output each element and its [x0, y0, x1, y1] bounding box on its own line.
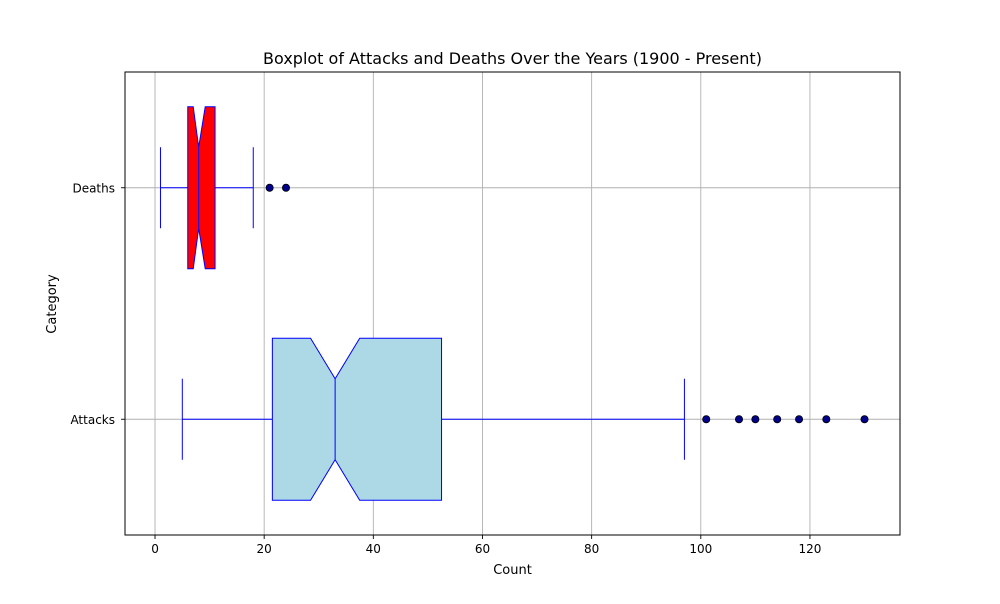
attacks-outlier-point: [734, 415, 743, 424]
deaths-box: [187, 106, 216, 270]
attacks-outlier-point: [822, 415, 831, 424]
attacks-box: [271, 337, 443, 501]
attacks-outlier-point: [795, 415, 804, 424]
x-tick-label: 40: [366, 542, 381, 556]
attacks-outlier-point: [702, 415, 711, 424]
x-tick-label: 100: [689, 542, 712, 556]
x-tick-label: 60: [475, 542, 490, 556]
deaths-outlier-point: [265, 183, 274, 192]
y-tick-label: Attacks: [70, 413, 115, 427]
y-axis-label: Category: [45, 274, 60, 334]
x-tick-label: 80: [584, 542, 599, 556]
attacks-outlier-point: [751, 415, 760, 424]
attacks-outlier-point: [860, 415, 869, 424]
x-axis-label: Count: [493, 563, 532, 578]
y-tick-label: Deaths: [72, 181, 115, 195]
x-tick-label: 120: [798, 542, 821, 556]
marks-layer: [159, 106, 869, 501]
grid-layer: [125, 72, 900, 535]
x-tick-label: 20: [257, 542, 272, 556]
x-tick-label: 0: [151, 542, 159, 556]
chart-title: Boxplot of Attacks and Deaths Over the Y…: [263, 49, 762, 68]
axes-layer: 0 20 40 60 80 100 120 Attacks Deaths: [70, 71, 901, 556]
deaths-outlier-point: [282, 183, 291, 192]
attacks-outlier-point: [773, 415, 782, 424]
plot-frame: [124, 71, 901, 536]
